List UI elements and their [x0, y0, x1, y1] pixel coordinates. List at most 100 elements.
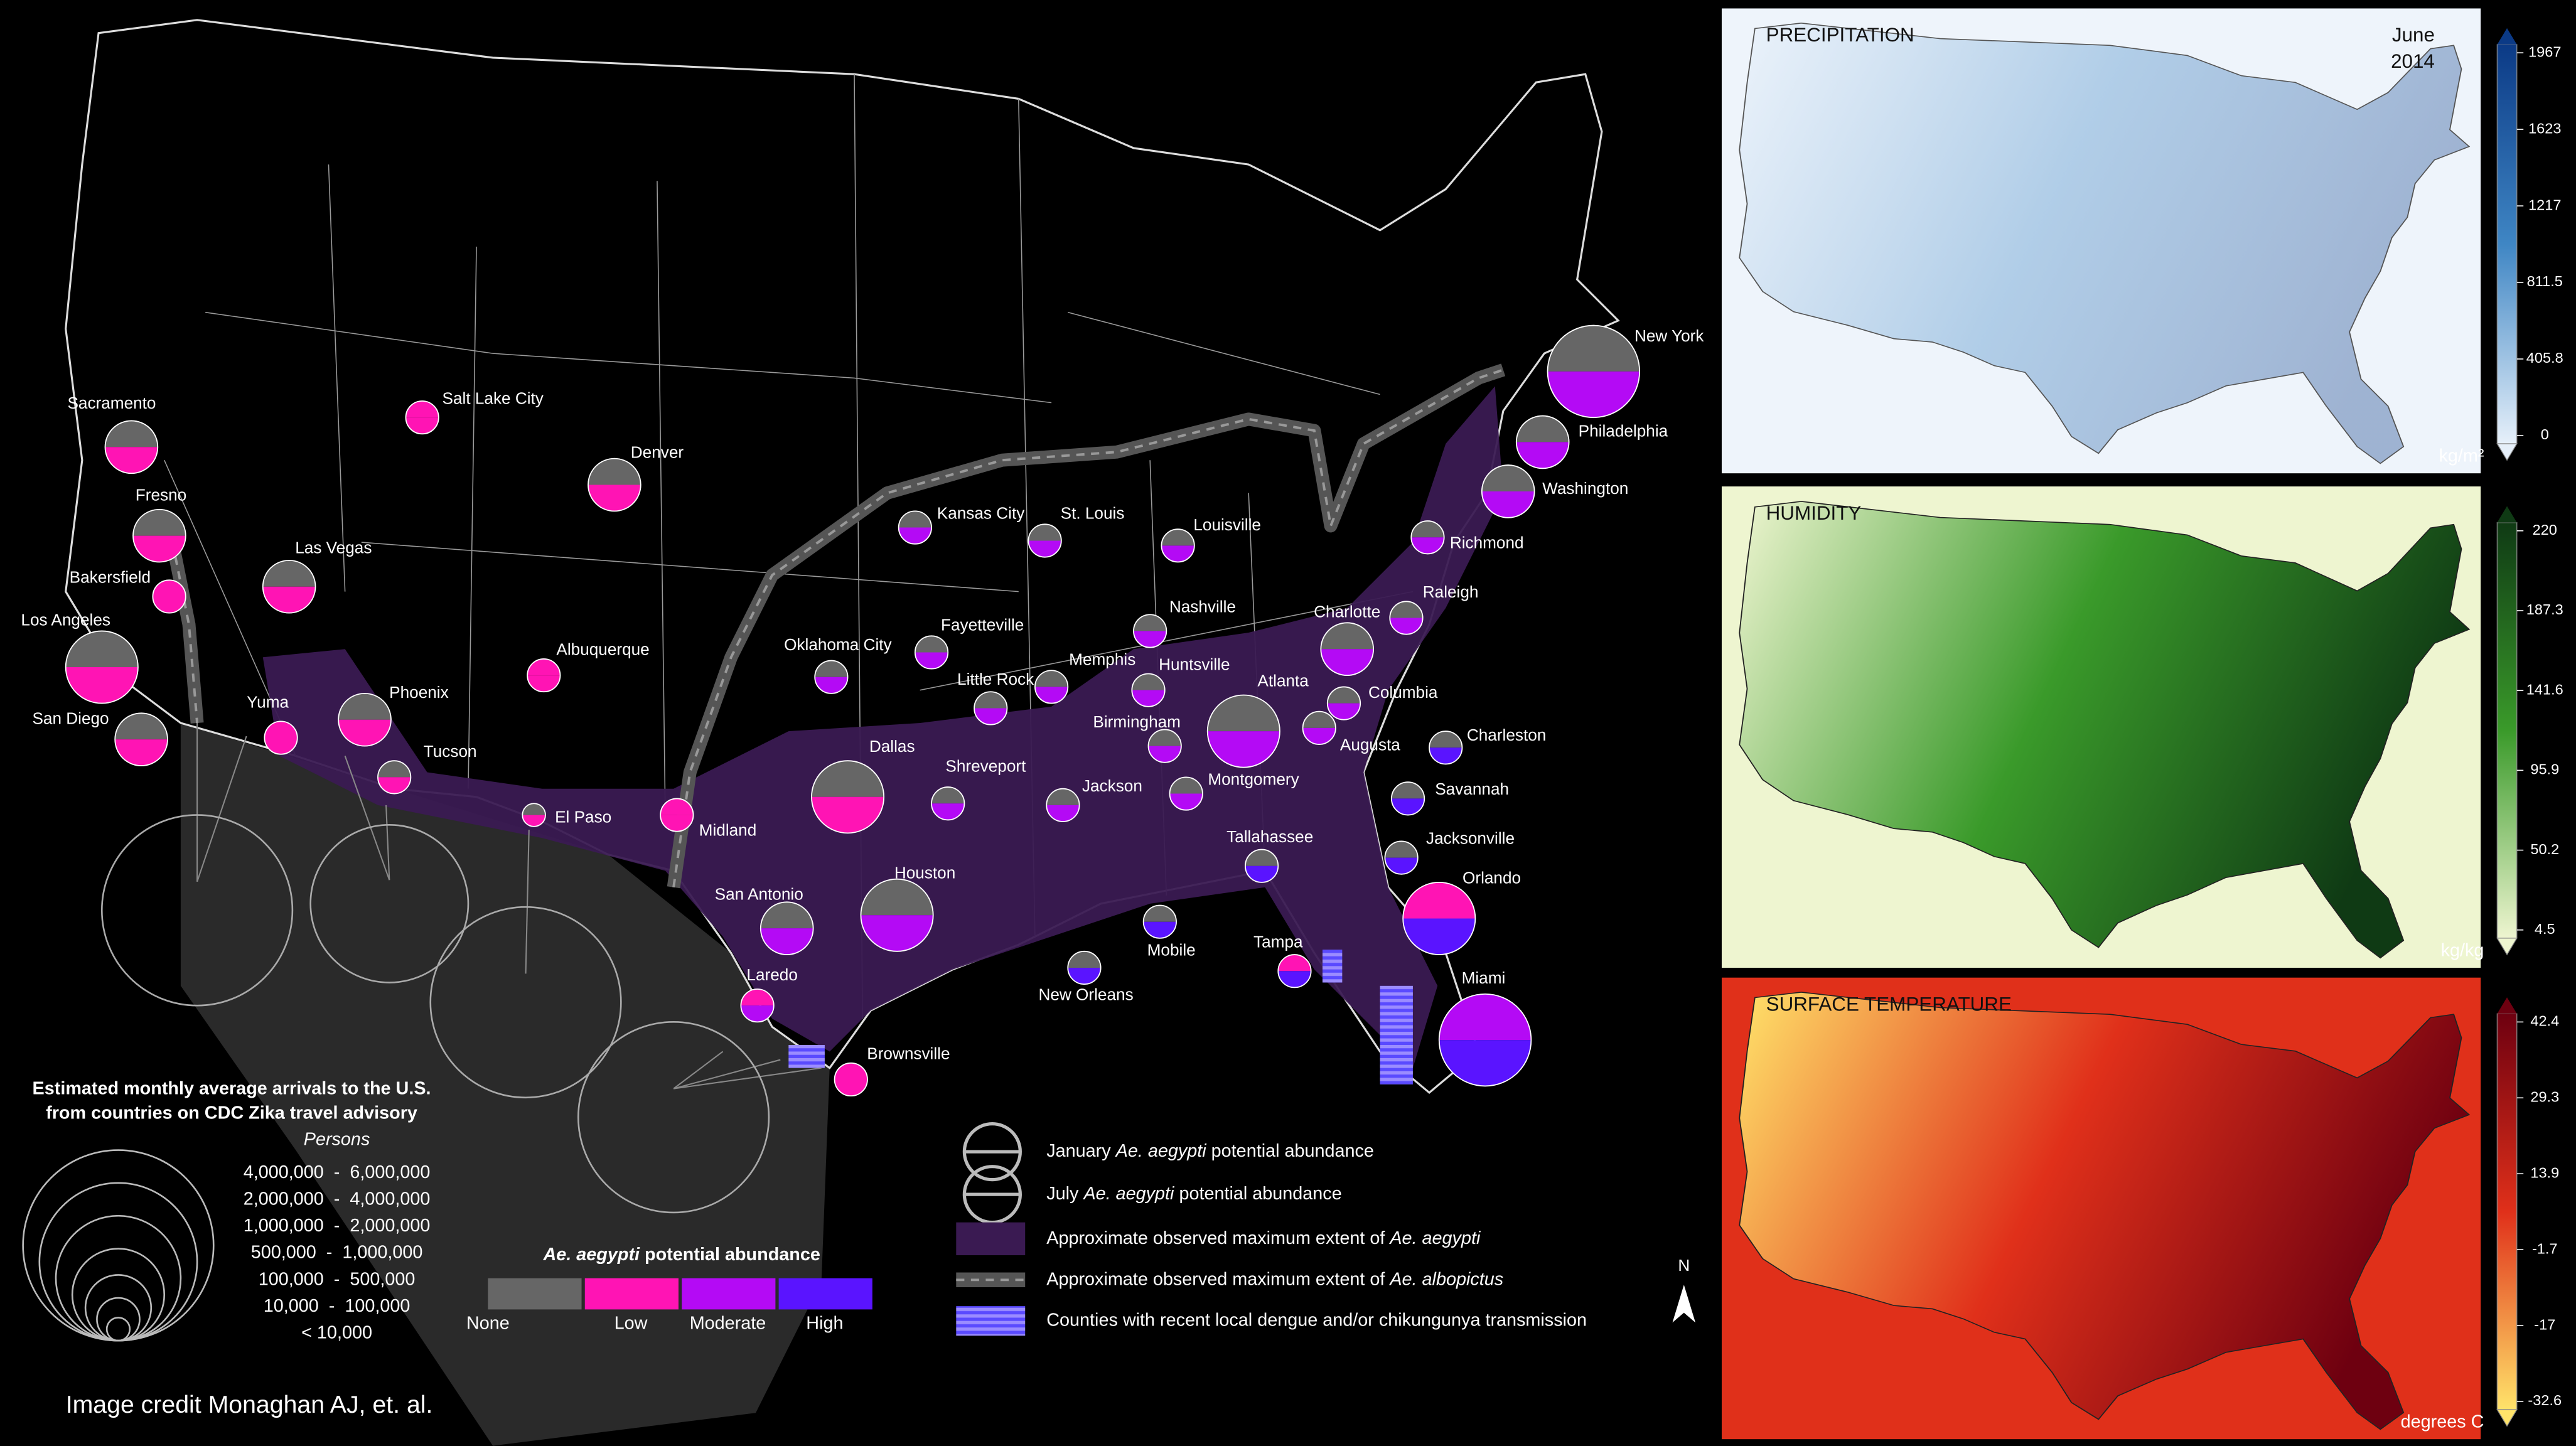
pie-jul: [1390, 618, 1423, 635]
pie-jul: [1132, 690, 1165, 707]
border-arrival: [577, 1021, 770, 1214]
colorbar-unit: kg/m²: [2439, 446, 2484, 466]
panel-title: SURFACE TEMPERATURE: [1766, 993, 2012, 1015]
symbol-label: Approximate observed maximum extent of A…: [1046, 1228, 1481, 1248]
symbol-label-part: potential abundance: [1211, 1141, 1374, 1161]
city-label: Fayetteville: [941, 615, 1024, 634]
city-label: Dallas: [869, 737, 915, 756]
pie-jul: [1327, 703, 1361, 720]
symbol-dengue: [956, 1306, 1026, 1336]
pie-outline: [1245, 849, 1279, 883]
legend-class-label: 1,000,000 - 2,000,000: [244, 1216, 431, 1236]
arrival-line: [196, 736, 247, 882]
pie-jan: [1207, 695, 1280, 732]
pie-outline: [1481, 464, 1535, 518]
city-label: Richmond: [1450, 533, 1524, 552]
city-label: Augusta: [1340, 736, 1400, 754]
abundance-swatch: [584, 1278, 679, 1310]
pie-jan: [1403, 882, 1476, 919]
pie-jul: [1481, 491, 1535, 518]
pie-jan: [1068, 951, 1101, 968]
pie-outline: [1169, 776, 1203, 811]
pie-jul: [1403, 918, 1476, 955]
north-arrow-shape: [1672, 1285, 1696, 1323]
abundance-swatch: [488, 1278, 582, 1310]
pie-jan: [660, 798, 694, 815]
pie-jan: [834, 1063, 867, 1079]
city-label: Shreveport: [945, 757, 1026, 776]
pie-jan: [522, 803, 545, 815]
pie-jul: [377, 777, 411, 794]
pie-jul: [262, 586, 316, 613]
pie-jan: [1327, 687, 1361, 704]
pie-jul: [105, 447, 158, 474]
pie-jul: [1321, 649, 1374, 676]
city-label: Las Vegas: [295, 538, 372, 557]
city-label: Yuma: [247, 692, 289, 711]
pie-outline: [405, 400, 439, 435]
pie-jul: [861, 915, 933, 951]
pie-jan: [377, 761, 411, 778]
pie-jul: [522, 815, 545, 827]
pie-jan: [811, 761, 884, 797]
pie-jan: [1161, 529, 1194, 546]
pie-outline: [1384, 840, 1419, 875]
pie-jan: [153, 580, 186, 597]
north-label: N: [1678, 1256, 1690, 1275]
pie-jan: [115, 713, 168, 740]
city-label: Nashville: [1169, 597, 1236, 616]
colorbar-arrow: [2497, 28, 2517, 45]
city-label: Oklahoma City: [784, 635, 892, 654]
pie-jul: [1516, 442, 1569, 469]
colorbar-arrow: [2496, 938, 2518, 956]
city-label: Tucson: [424, 742, 477, 761]
arrival-line: [344, 755, 390, 881]
city-label: Salt Lake City: [443, 388, 544, 407]
pie-outline: [152, 579, 186, 614]
pie-outline: [1438, 993, 1532, 1087]
pie-jul: [405, 417, 439, 434]
pie-jul: [1278, 971, 1311, 988]
city-label: Raleigh: [1423, 582, 1479, 601]
pie-jul: [1385, 857, 1418, 874]
symbol-label-part: July: [1046, 1184, 1079, 1204]
symbol-label: Approximate observed maximum extent of A…: [1046, 1269, 1503, 1289]
pie-jan: [1245, 849, 1279, 866]
city-label: San Antonio: [715, 885, 803, 904]
pie-outline: [377, 760, 412, 795]
legend-class-label: 100,000 - 500,000: [259, 1269, 416, 1289]
pie-outline: [1046, 788, 1080, 822]
colorbar: [2496, 1013, 2518, 1410]
colorbar-tick-label: 405.8: [2526, 350, 2563, 366]
symbol-label-part: Approximate observed maximum extent of: [1046, 1228, 1385, 1248]
symbol-label-part: Ae. aegypti: [1115, 1141, 1208, 1161]
legend-title: Estimated monthly average arrivals to th…: [33, 1078, 431, 1098]
pie-jul: [65, 667, 138, 704]
city-label: Charleston: [1467, 726, 1547, 744]
border-arrival: [429, 906, 622, 1099]
pie-outline: [1389, 601, 1424, 635]
symbol-label: Counties with recent local dengue and/or…: [1046, 1310, 1587, 1330]
pie-jan: [1385, 841, 1418, 858]
pie-outline: [1547, 324, 1641, 419]
symbol-label-part: Approximate observed maximum extent of: [1046, 1269, 1385, 1289]
aegypti-extent: [262, 386, 1503, 1068]
pie-jul: [660, 815, 694, 832]
pie-outline: [65, 630, 139, 704]
pie-jul: [915, 652, 948, 669]
pie-jan: [760, 902, 813, 929]
symbol-label-part: Ae. albopictus: [1388, 1269, 1503, 1289]
pie-jul: [1207, 731, 1280, 768]
legend-class-label: 2,000,000 - 4,000,000: [244, 1189, 431, 1209]
city-label: El Paso: [555, 808, 611, 827]
pie-jul: [115, 739, 168, 766]
pie-jan: [105, 420, 158, 447]
abundance-label: High: [806, 1314, 843, 1334]
pie-jan: [588, 458, 641, 485]
pie-jan: [861, 879, 933, 916]
symbol-legend: January Ae. aegypti potential abundanceJ…: [956, 1122, 1587, 1336]
pie-jan: [1547, 325, 1640, 372]
pie-jul: [1439, 1040, 1532, 1086]
legend-class-label: 500,000 - 1,000,000: [251, 1243, 423, 1263]
pie-jul: [1411, 537, 1444, 554]
